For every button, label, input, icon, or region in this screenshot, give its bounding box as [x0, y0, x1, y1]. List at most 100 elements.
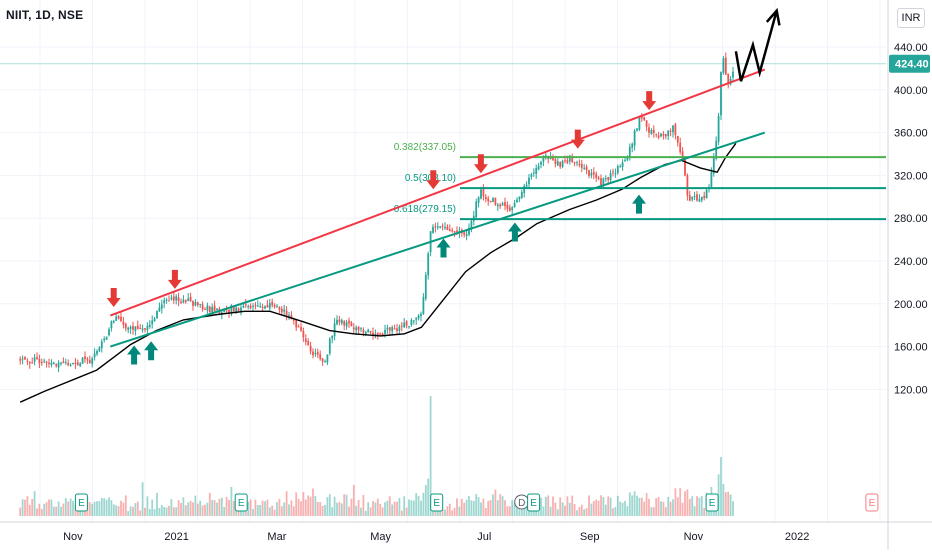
- candle-body: [33, 357, 36, 362]
- projection-path: [734, 10, 778, 82]
- candle-body: [492, 198, 494, 202]
- volume-bar: [213, 500, 216, 516]
- candle-body: [436, 226, 439, 228]
- candle-body: [321, 358, 324, 362]
- candle-body: [76, 362, 79, 365]
- candle-body: [448, 229, 451, 232]
- candle-body: [559, 161, 562, 167]
- candle-body: [631, 144, 634, 148]
- candle-body: [261, 306, 264, 308]
- support-trendline: [109, 131, 766, 348]
- volume-bar: [144, 507, 146, 516]
- volume-bar: [568, 502, 571, 516]
- support-touch-arrow: [127, 345, 142, 365]
- candle-body: [276, 306, 278, 308]
- volume-bar: [458, 506, 461, 516]
- volume-bar: [468, 496, 470, 516]
- candle-body: [732, 71, 734, 78]
- volume-bar: [364, 510, 367, 516]
- volume-bar: [441, 509, 444, 516]
- volume-bar: [194, 495, 197, 516]
- volume-bar: [556, 509, 559, 516]
- volume-bar: [256, 505, 259, 516]
- volume-bar: [278, 498, 281, 516]
- fib-level-label: 0.618(279.15): [394, 204, 456, 215]
- candle-body: [105, 336, 108, 340]
- volume-bar: [540, 497, 542, 516]
- volume-bar: [328, 494, 331, 516]
- earnings-marker-icon: [865, 493, 879, 512]
- volume-bar: [156, 492, 158, 516]
- candle-body: [410, 320, 413, 325]
- candle-body: [38, 359, 41, 364]
- volume-bar: [652, 507, 655, 516]
- candle-body: [417, 315, 420, 319]
- volume-bar: [259, 505, 262, 516]
- candle-body: [201, 304, 204, 310]
- candle-body: [62, 361, 65, 364]
- candle-body: [259, 306, 262, 308]
- volume-bar: [496, 500, 499, 516]
- volume-bar: [336, 502, 338, 516]
- candle-body: [619, 166, 622, 168]
- time-axis: Nov 2021 Mar May Jul Sep Nov 2022: [0, 521, 932, 543]
- volume-bar: [650, 507, 653, 516]
- event-marker-label: E: [869, 498, 876, 509]
- candle-body: [444, 227, 446, 229]
- candle-body: [204, 308, 206, 310]
- candle-body: [470, 220, 473, 229]
- candle-body: [67, 363, 70, 366]
- support-touch-arrow: [507, 222, 522, 242]
- volume-bar: [489, 499, 492, 516]
- volume-bar: [446, 506, 449, 516]
- volume-bar: [136, 501, 139, 516]
- y-tick-label: 160.00: [894, 342, 928, 354]
- candle-body: [676, 135, 679, 143]
- volume-bar: [403, 496, 406, 516]
- volume-bar: [55, 506, 58, 516]
- volume-bar: [117, 506, 120, 516]
- candle-body: [235, 307, 238, 313]
- candle-body: [256, 305, 259, 307]
- candle-body: [693, 195, 696, 197]
- currency-button[interactable]: INR: [897, 8, 925, 28]
- event-marker: D: [514, 494, 530, 510]
- candle-body: [480, 189, 482, 199]
- volume-bar: [355, 505, 358, 516]
- volume-bar: [724, 492, 727, 516]
- candle-body: [268, 303, 271, 309]
- candle-body: [331, 335, 334, 339]
- volume-bar: [151, 499, 154, 516]
- volume-bar: [393, 501, 396, 516]
- candle-body: [103, 338, 106, 340]
- volume-bar: [343, 494, 346, 516]
- candle-body: [590, 173, 593, 176]
- candle-body: [465, 234, 468, 237]
- volume-bar: [504, 500, 506, 516]
- y-tick-label: 120.00: [894, 384, 928, 396]
- candle-body: [391, 327, 394, 332]
- volume-bar: [424, 485, 427, 516]
- volume-bar: [45, 502, 48, 516]
- candle-body: [110, 321, 113, 329]
- candle-body: [717, 116, 720, 142]
- candle-body: [578, 163, 581, 166]
- volume-bar: [501, 496, 504, 516]
- candle-body: [612, 171, 614, 173]
- candle-body: [153, 318, 156, 322]
- candle-body: [266, 304, 269, 308]
- candle-body: [108, 329, 110, 336]
- candle-body: [300, 327, 302, 331]
- candle-body: [722, 58, 725, 73]
- candle-body: [499, 204, 502, 207]
- volume-bar: [352, 485, 355, 516]
- candle-body: [424, 274, 427, 299]
- candle-body: [669, 130, 672, 132]
- candle-body: [345, 322, 348, 327]
- candle-body: [112, 320, 115, 323]
- candle-body: [408, 326, 410, 328]
- candle-body: [350, 322, 353, 327]
- candle-body: [355, 327, 358, 331]
